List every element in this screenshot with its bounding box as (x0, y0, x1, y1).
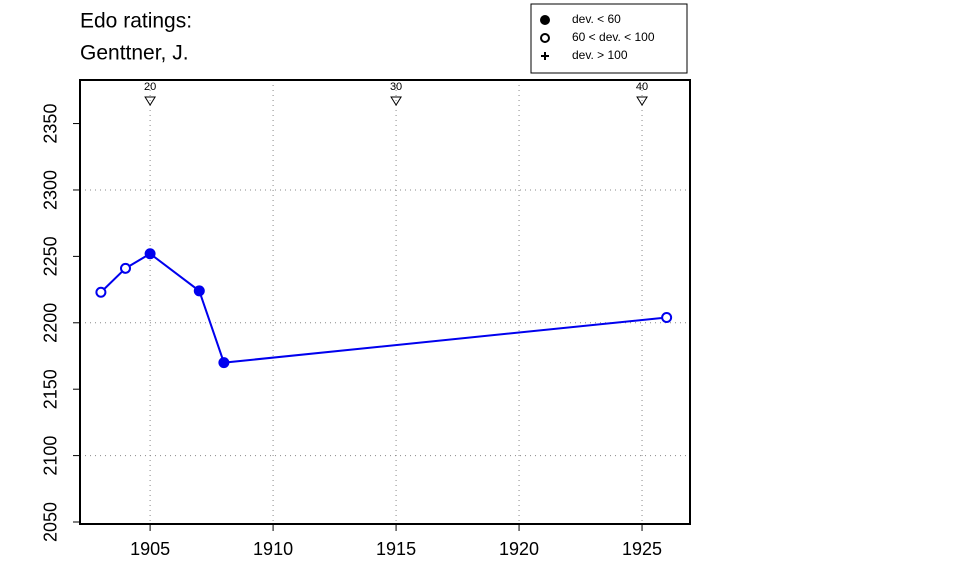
x-tick-label: 1905 (130, 539, 170, 559)
y-tick-label: 2250 (41, 236, 61, 276)
top-marker-label: 40 (636, 81, 648, 93)
y-tick-label: 2100 (41, 436, 61, 476)
marker (120, 262, 132, 274)
marker (661, 311, 673, 323)
marker (95, 286, 107, 298)
chart-title: Edo ratings: (80, 10, 192, 33)
chart-title: Genttner, J. (80, 42, 189, 65)
plot-frame (79, 79, 691, 525)
x-tick-label: 1915 (376, 539, 416, 559)
marker (193, 285, 205, 297)
x-tick-label: 1920 (499, 539, 539, 559)
legend-label: dev. < 60 (572, 12, 621, 26)
legend-marker (540, 15, 550, 25)
marker (218, 357, 230, 369)
x-tick-label: 1910 (253, 539, 293, 559)
y-tick-label: 2050 (41, 502, 61, 542)
top-marker (636, 96, 648, 106)
legend-label: dev. > 100 (572, 48, 628, 62)
y-tick-label: 2350 (41, 104, 61, 144)
top-marker (144, 96, 157, 106)
top-marker (390, 96, 402, 106)
x-tick-label: 1925 (622, 539, 662, 559)
top-marker-label: 20 (144, 81, 156, 93)
y-tick-label: 2300 (41, 170, 61, 210)
y-tick-label: 2150 (41, 369, 61, 409)
legend-box (530, 3, 688, 74)
line (100, 252, 667, 364)
y-tick-label: 2200 (41, 303, 61, 343)
marker (144, 248, 156, 260)
legend-label: 60 < dev. < 100 (572, 30, 655, 44)
top-marker-label: 30 (390, 81, 402, 93)
legend-marker (540, 33, 550, 43)
legend-marker (541, 52, 549, 60)
